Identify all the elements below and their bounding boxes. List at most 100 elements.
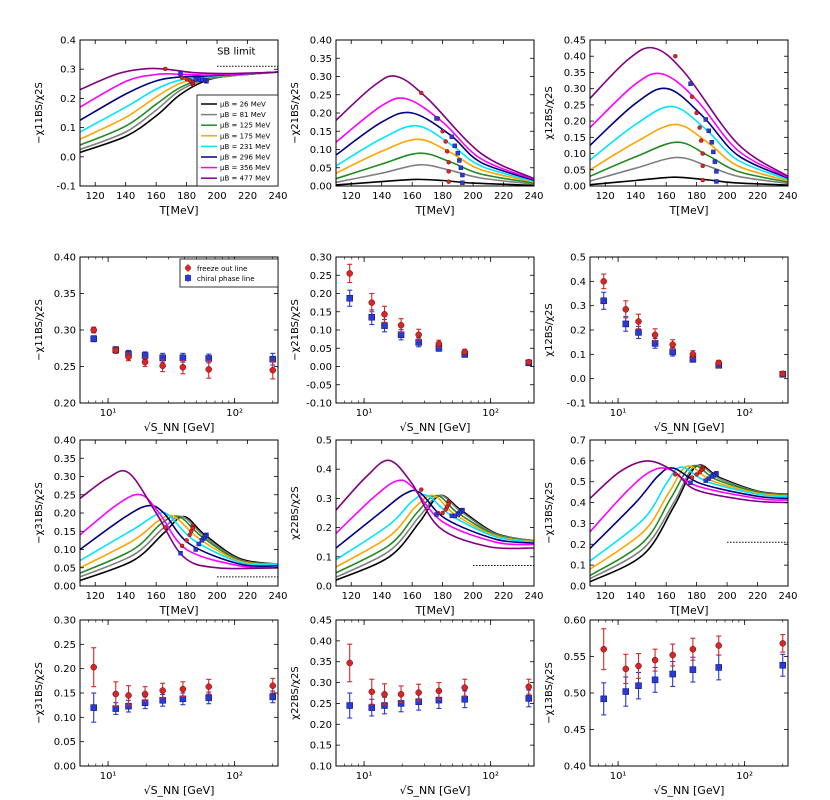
x-tick-label: 120 [86, 591, 105, 602]
chiral-point [368, 313, 376, 321]
series-line [590, 72, 788, 178]
y-tick-label: 0.25 [54, 490, 76, 501]
freeze-point [673, 54, 678, 59]
plot-area [90, 326, 277, 380]
y-tick-label: 0.4 [316, 465, 332, 476]
chiral-point [452, 143, 457, 149]
freeze-point [415, 689, 422, 696]
x-tick-label: 10² [736, 408, 753, 419]
y-tick-label: 0.5 [316, 436, 332, 447]
x-tick-label: 220 [494, 191, 513, 202]
x-tick-label: 10¹ [356, 408, 373, 419]
x-tick-label: 180 [687, 591, 706, 602]
freeze-point [397, 322, 405, 329]
freeze-point [187, 532, 192, 538]
freeze-point [112, 347, 120, 354]
series-line [80, 511, 278, 566]
y-tick-label: 0.00 [310, 362, 332, 373]
freeze-point [179, 543, 185, 549]
series-line [590, 466, 788, 562]
freeze-point [184, 538, 189, 543]
chiral-point [712, 159, 718, 164]
legend-box [179, 258, 279, 288]
y-tick-label: 0.25 [54, 640, 76, 651]
freeze-point [446, 160, 451, 165]
y-tick-label: 0.40 [564, 762, 586, 773]
x-axis-label: T[MeV] [414, 204, 454, 217]
y-tick-label: 0.30 [54, 616, 76, 627]
x-axis-label: √S_NN [GeV] [400, 784, 471, 797]
legend-label: freeze out line [197, 265, 247, 273]
y-axis-label: −χ21BS/χ2S [290, 82, 301, 144]
y-tick-label: 0.35 [310, 657, 332, 668]
chiral-point [635, 329, 642, 336]
freeze-point [125, 353, 132, 361]
freeze-point [461, 348, 468, 356]
y-tick-label: 0.45 [564, 725, 586, 736]
chiral-point [703, 117, 708, 122]
legend-label: μB = 26 MeV [220, 101, 266, 109]
x-tick-label: 220 [748, 591, 767, 602]
y-tick-label: 0.40 [54, 253, 76, 264]
y-tick-label: 0.30 [54, 472, 76, 483]
y-tick-label: 0.1 [60, 123, 76, 134]
x-tick-label: 160 [657, 591, 676, 602]
freeze-point [700, 163, 705, 169]
series-line [590, 467, 788, 550]
freeze-point [179, 685, 187, 693]
y-tick-label: 0.40 [310, 36, 332, 47]
chiral-point [651, 676, 659, 684]
freeze-point [346, 659, 353, 667]
chiral-point [525, 695, 533, 702]
freeze-point [440, 510, 445, 516]
freeze-point [184, 76, 189, 82]
legend-chiral-marker [185, 275, 191, 281]
x-tick-label: 140 [626, 191, 645, 202]
x-tick-label: 200 [718, 591, 737, 602]
plot-area [590, 460, 788, 583]
freeze-point [125, 692, 132, 699]
y-tick-label: 0.05 [310, 163, 332, 174]
chiral-point [205, 694, 212, 702]
y-axis-label: −χ11BS/χ2S [34, 82, 45, 144]
y-tick-label: 0.00 [54, 762, 76, 773]
freeze-point [698, 138, 704, 143]
y-tick-label: 0.15 [54, 527, 76, 538]
y-tick-label: 0.40 [310, 636, 332, 647]
chiral-point [457, 158, 462, 163]
freeze-point [697, 470, 702, 475]
panel-r1c1: -0.1 0.0 0.1 0.2 0.3 0.4 120 140 160 180 200 220 240… [34, 36, 288, 218]
chiral-point [90, 704, 97, 711]
y-tick-label: 0.00 [310, 182, 332, 193]
plot-area [600, 628, 787, 716]
chiral-point [449, 134, 454, 139]
y-tick-label: 0.4 [60, 36, 76, 47]
freeze-point [446, 179, 451, 184]
chiral-point [460, 180, 465, 185]
chiral-point [193, 547, 198, 552]
y-tick-label: 0.05 [564, 165, 586, 176]
freeze-point [461, 684, 468, 691]
y-tick-label: 0.2 [60, 94, 76, 105]
freeze-point [689, 645, 697, 653]
series-line [336, 138, 534, 183]
series-line [336, 494, 534, 568]
y-tick-label: 0.25 [54, 362, 76, 373]
chiral-point [434, 512, 439, 517]
series-line [590, 87, 788, 179]
x-tick-label: 160 [147, 191, 166, 202]
x-tick-label: 10² [226, 771, 243, 782]
freeze-point [435, 687, 443, 695]
y-tick-label: 0.45 [310, 616, 332, 627]
x-tick-label: 10² [482, 771, 499, 782]
freeze-point [163, 66, 168, 72]
freeze-point [700, 151, 705, 156]
series-line [336, 163, 534, 185]
freeze-point [179, 75, 185, 80]
freeze-point [689, 351, 697, 358]
y-tick-label: 0.5 [570, 477, 586, 488]
legend-label: μB = 356 MeV [220, 164, 271, 172]
y-tick-label: 0.00 [54, 582, 76, 593]
panel-r1c2: 0.00 0.05 0.10 0.15 0.20 0.25 0.30 0.35 0.40 120 1… [290, 36, 544, 218]
y-tick-label: 0.7 [570, 436, 586, 447]
